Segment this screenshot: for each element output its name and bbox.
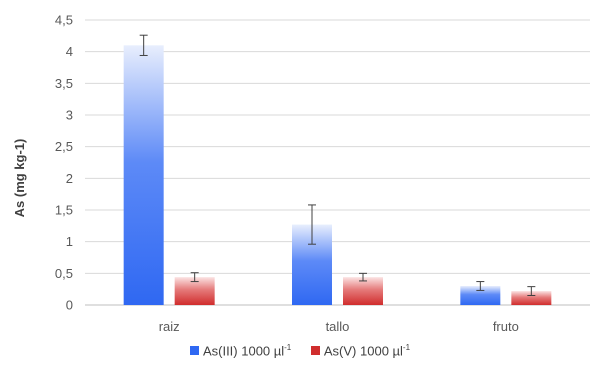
- y-tick-label: 0: [66, 298, 73, 313]
- bar-series2-fruto: [511, 291, 552, 305]
- y-tick-label: 2,5: [55, 139, 73, 154]
- y-axis-label: As (mg kg-1): [12, 139, 27, 218]
- legend: As(III) 1000 µl-1 As(V) 1000 µl-1: [0, 343, 600, 358]
- y-tick-label: 4: [66, 44, 73, 59]
- y-tick-label: 1,5: [55, 203, 73, 218]
- x-category-label-fruto: fruto: [493, 319, 519, 334]
- y-tick-label: 1: [66, 234, 73, 249]
- legend-swatch-series1: [189, 346, 199, 356]
- x-axis-categories: raiz tallo fruto: [159, 319, 519, 334]
- x-category-label-raiz: raiz: [159, 319, 180, 334]
- y-tick-label: 2: [66, 171, 73, 186]
- legend-item-series2: As(V) 1000 µl-1: [310, 343, 411, 359]
- legend-swatch-series2: [310, 346, 320, 356]
- y-tick-label: 0,5: [55, 266, 73, 281]
- legend-item-series1: As(III) 1000 µl-1: [189, 343, 292, 359]
- legend-label-series1-sup: -1: [284, 343, 292, 352]
- legend-label-series2-sup: -1: [402, 343, 411, 352]
- error-bars: [139, 34, 536, 296]
- bar-series1-fruto: [460, 286, 501, 305]
- legend-label-series1: As(III) 1000 µl: [202, 343, 285, 359]
- gridlines: [85, 19, 590, 306]
- x-category-label-tallo: tallo: [326, 319, 350, 334]
- bar-series2-tallo: [343, 277, 383, 305]
- y-tick-label: 4,5: [55, 13, 73, 28]
- legend-label-series2: As(V) 1000 µl: [323, 343, 403, 359]
- y-tick-label: 3,5: [55, 76, 73, 91]
- y-tick-label: 3: [66, 108, 73, 123]
- bar-series1-raiz: [123, 45, 164, 305]
- y-axis-ticks: 0 0,5 1 1,5 2 2,5 3 3,5 4 4,5: [55, 13, 73, 313]
- bars: [123, 45, 552, 305]
